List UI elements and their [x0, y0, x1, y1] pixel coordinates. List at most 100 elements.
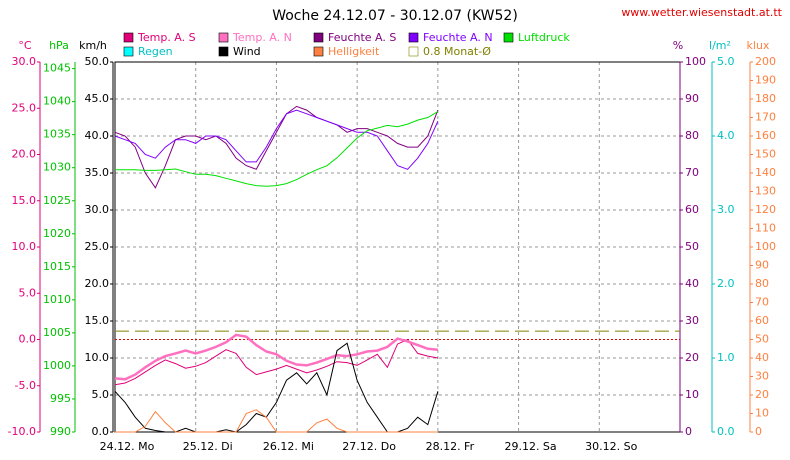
- y-tick-label: 10: [685, 388, 699, 401]
- legend-swatch: [313, 46, 324, 57]
- y-tick-label: 10.0: [85, 351, 110, 364]
- legend-swatch: [408, 46, 419, 57]
- y-tick-label: 30: [755, 370, 769, 383]
- series-line: [114, 105, 439, 189]
- legend-label: 0.8 Monat-Ø: [423, 45, 491, 58]
- y-tick-label: 110: [755, 222, 776, 235]
- legend-swatch: [218, 32, 229, 43]
- y-tick-label: 0.0: [19, 333, 37, 346]
- y-tick-label: 1005: [43, 326, 71, 339]
- y-tick-label: 20: [755, 388, 769, 401]
- y-tick-label: 1020: [43, 227, 71, 240]
- axis-unit: l/m²: [709, 39, 731, 52]
- axis-unit: km/h: [79, 39, 107, 52]
- series-line: [114, 338, 438, 386]
- series-line: [114, 342, 439, 433]
- y-tick-label: 10: [755, 407, 769, 420]
- y-tick-label: 180: [755, 92, 776, 105]
- y-tick-label: 50: [755, 333, 769, 346]
- x-tick-label: 26.12. Mi: [263, 440, 314, 453]
- legend-label: Temp. A. N: [232, 31, 292, 44]
- y-tick-label: 990: [50, 425, 71, 438]
- y-tick-label: 150: [755, 148, 776, 161]
- y-tick-label: 0: [685, 425, 692, 438]
- y-tick-label: 50: [685, 240, 699, 253]
- y-tick-label: 5.0: [717, 55, 735, 68]
- y-tick-label: 20.0: [85, 277, 110, 290]
- legend-label: Feuchte A. S: [328, 31, 396, 44]
- y-tick-label: 3.0: [717, 203, 735, 216]
- legend-swatch: [313, 32, 324, 43]
- y-tick-label: 0: [755, 425, 762, 438]
- y-tick-label: 995: [50, 392, 71, 405]
- y-tick-label: 1030: [43, 161, 71, 174]
- y-tick-label: 45.0: [85, 92, 110, 105]
- x-tick-label: 28.12. Fr: [426, 440, 475, 453]
- chart-title: Woche 24.12.07 - 30.12.07 (KW52): [272, 8, 518, 24]
- y-tick-label: 1010: [43, 293, 71, 306]
- legend-label: Feuchte A. N: [423, 31, 493, 44]
- series-line: [114, 333, 439, 381]
- y-tick-label: 1015: [43, 260, 71, 273]
- y-tick-label: 30.0: [12, 55, 37, 68]
- y-tick-label: 40: [685, 277, 699, 290]
- y-tick-label: 10.0: [12, 240, 37, 253]
- y-tick-label: 100: [755, 240, 776, 253]
- y-tick-label: 25.0: [85, 240, 110, 253]
- y-tick-label: 1045: [43, 62, 71, 75]
- y-tick-label: -10.0: [8, 425, 36, 438]
- y-tick-label: 70: [755, 296, 769, 309]
- source-link: www.wetter.wiesenstadt.at.tt: [621, 6, 782, 19]
- y-tick-label: -5.0: [15, 379, 36, 392]
- y-tick-label: 160: [755, 129, 776, 142]
- y-tick-label: 40.0: [85, 129, 110, 142]
- legend-label: Helligkeit: [328, 45, 380, 58]
- y-tick-label: 90: [755, 259, 769, 272]
- x-tick-label: 29.12. Sa: [504, 440, 556, 453]
- y-tick-label: 35.0: [85, 166, 110, 179]
- y-tick-label: 30: [685, 314, 699, 327]
- axis-unit: klux: [747, 39, 770, 52]
- y-tick-label: 70: [685, 166, 699, 179]
- y-tick-label: 120: [755, 203, 776, 216]
- y-tick-label: 4.0: [717, 129, 735, 142]
- y-tick-label: 1025: [43, 194, 71, 207]
- y-tick-label: 40: [755, 351, 769, 364]
- y-tick-label: 1.0: [717, 351, 735, 364]
- series-line: [115, 409, 438, 433]
- series-line: [114, 109, 439, 170]
- y-tick-label: 1035: [43, 128, 71, 141]
- y-tick-label: 15.0: [12, 194, 37, 207]
- y-tick-label: 20: [685, 351, 699, 364]
- axis-unit: hPa: [49, 39, 69, 52]
- x-tick-label: 25.12. Di: [183, 440, 233, 453]
- legend-label: Wind: [233, 45, 261, 58]
- y-tick-label: 30.0: [85, 203, 110, 216]
- y-tick-label: 20.0: [12, 148, 37, 161]
- y-tick-label: 170: [755, 111, 776, 124]
- y-tick-label: 25.0: [12, 101, 37, 114]
- y-tick-label: 1040: [43, 95, 71, 108]
- legend-swatch: [218, 46, 229, 57]
- x-tick-label: 24.12. Mo: [100, 440, 155, 453]
- y-tick-label: 2.0: [717, 277, 735, 290]
- y-tick-label: 5.0: [92, 388, 110, 401]
- y-tick-label: 0.0: [92, 425, 110, 438]
- y-tick-label: 100: [685, 55, 706, 68]
- legend-label: Luftdruck: [518, 31, 570, 44]
- legend-swatch: [123, 46, 134, 57]
- legend-swatch: [503, 32, 514, 43]
- y-tick-label: 90: [685, 92, 699, 105]
- y-tick-label: 15.0: [85, 314, 110, 327]
- y-tick-label: 200: [755, 55, 776, 68]
- legend-label: Temp. A. S: [137, 31, 196, 44]
- legend-swatch: [123, 32, 134, 43]
- y-tick-label: 130: [755, 185, 776, 198]
- y-tick-label: 5.0: [19, 286, 37, 299]
- y-tick-label: 140: [755, 166, 776, 179]
- y-tick-label: 60: [755, 314, 769, 327]
- y-tick-label: 190: [755, 74, 776, 87]
- legend-label: Regen: [138, 45, 173, 58]
- y-tick-label: 60: [685, 203, 699, 216]
